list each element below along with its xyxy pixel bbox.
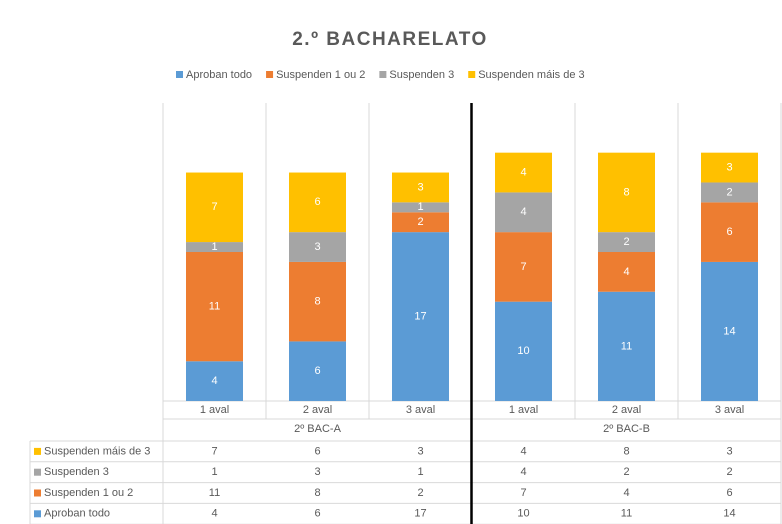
x-tick-label: 3 aval xyxy=(406,404,435,416)
table-cell: 4 xyxy=(520,466,526,478)
data-label: 1 xyxy=(211,241,217,253)
table-cell: 3 xyxy=(417,445,423,457)
bar-segment xyxy=(495,192,552,233)
bar-segment xyxy=(495,232,552,302)
table-row-label: Suspenden 1 ou 2 xyxy=(44,487,133,499)
data-label: 2 xyxy=(417,216,423,228)
bar-segment xyxy=(495,152,552,193)
data-label: 17 xyxy=(414,310,426,322)
bar-segment xyxy=(186,361,243,401)
legend-swatch xyxy=(468,71,476,78)
table-cell: 8 xyxy=(623,445,629,457)
data-label: 7 xyxy=(211,201,217,213)
data-label: 6 xyxy=(726,226,732,238)
data-label: 11 xyxy=(209,301,220,313)
bar-segment xyxy=(701,202,758,262)
table-cell: 10 xyxy=(517,508,529,520)
x-tick-label: 1 aval xyxy=(509,404,538,416)
x-tick-label: 2 aval xyxy=(612,404,641,416)
table-cell: 4 xyxy=(623,487,629,499)
bar-segment xyxy=(392,232,449,401)
table-cell: 1 xyxy=(211,466,217,478)
bar-segment xyxy=(289,232,346,262)
bar-segment xyxy=(598,291,655,401)
table-swatch xyxy=(34,489,41,497)
data-label: 10 xyxy=(517,345,529,357)
data-label: 14 xyxy=(723,325,735,337)
bar-segment xyxy=(495,301,552,401)
bar-segment xyxy=(186,172,243,243)
table-row-label: Suspenden máis de 3 xyxy=(44,445,150,457)
data-label: 3 xyxy=(417,181,423,193)
legend-label: Suspenden 1 ou 2 xyxy=(276,69,365,81)
bar-segment xyxy=(392,172,449,203)
data-label: 4 xyxy=(520,206,526,218)
table-cell: 7 xyxy=(520,487,526,499)
bar-segment xyxy=(186,252,243,362)
bar-segment xyxy=(392,202,449,213)
data-label: 7 xyxy=(520,261,526,273)
legend-swatch xyxy=(176,71,183,78)
bar-segment xyxy=(289,341,346,401)
data-label: 4 xyxy=(211,375,217,387)
table-cell: 2 xyxy=(726,466,732,478)
bar-segment xyxy=(186,242,243,252)
chart-title: 2.º BACHARELATO xyxy=(292,29,488,50)
x-tick-label: 2 aval xyxy=(303,404,332,416)
group-label: 2º BAC-A xyxy=(294,423,341,435)
table-cell: 7 xyxy=(211,445,217,457)
table-cell: 2 xyxy=(417,487,423,499)
table-cell: 4 xyxy=(211,508,217,520)
data-label: 2 xyxy=(623,236,629,248)
table-cell: 11 xyxy=(621,508,632,520)
legend-label: Aproban todo xyxy=(186,69,252,81)
table-swatch xyxy=(34,510,41,518)
table-row-label: Aproban todo xyxy=(44,508,110,520)
data-label: 4 xyxy=(520,166,526,178)
table-cell: 3 xyxy=(314,466,320,478)
bar-segment xyxy=(598,252,655,292)
group-label: 2º BAC-B xyxy=(603,423,650,435)
x-tick-label: 1 aval xyxy=(200,404,229,416)
bar-segment xyxy=(598,232,655,252)
table-cell: 11 xyxy=(209,487,220,499)
table-cell: 2 xyxy=(623,466,629,478)
data-label: 4 xyxy=(623,266,629,278)
legend-label: Suspenden 3 xyxy=(389,69,454,81)
table-cell: 6 xyxy=(314,445,320,457)
bar-segment xyxy=(289,261,346,342)
table-cell: 3 xyxy=(726,445,732,457)
bar-segment xyxy=(701,182,758,203)
data-label: 6 xyxy=(314,365,320,377)
bar-segment xyxy=(598,152,655,233)
data-label: 6 xyxy=(314,196,320,208)
table-cell: 6 xyxy=(726,487,732,499)
data-label: 11 xyxy=(621,340,632,352)
table-cell: 8 xyxy=(314,487,320,499)
data-label: 8 xyxy=(623,186,629,198)
data-label: 8 xyxy=(314,296,320,308)
data-label: 2 xyxy=(726,186,732,198)
table-cell: 17 xyxy=(414,508,426,520)
bar-segment xyxy=(289,172,346,233)
legend-swatch xyxy=(266,71,274,78)
data-label: 3 xyxy=(314,241,320,253)
table-cell: 1 xyxy=(417,466,423,478)
bar-segment xyxy=(392,212,449,233)
table-cell: 14 xyxy=(723,508,735,520)
data-label: 1 xyxy=(417,201,423,213)
table-swatch xyxy=(34,468,41,476)
data-label: 3 xyxy=(726,161,732,173)
table-cell: 6 xyxy=(314,508,320,520)
table-row-label: Suspenden 3 xyxy=(44,466,109,478)
bar-segment xyxy=(701,152,758,183)
bar-segment xyxy=(701,261,758,401)
legend-label: Suspenden máis de 3 xyxy=(478,69,584,81)
table-swatch xyxy=(34,447,41,455)
x-tick-label: 3 aval xyxy=(715,404,744,416)
legend-swatch xyxy=(379,71,387,78)
table-cell: 4 xyxy=(520,445,526,457)
